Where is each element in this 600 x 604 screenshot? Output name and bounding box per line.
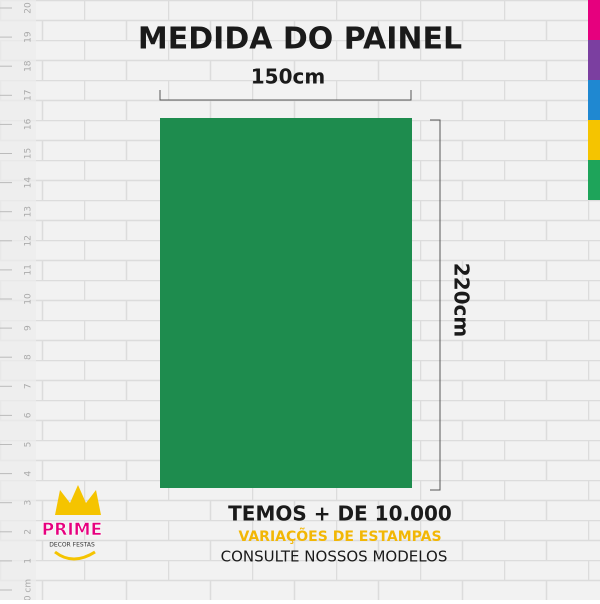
panel <box>160 118 412 488</box>
promo-line: VARIAÇÕES DE ESTAMPAS <box>238 527 441 545</box>
ruler-label: 17 <box>24 90 34 101</box>
promo-line: CONSULTE NOSSOS MODELOS <box>221 548 448 566</box>
ruler-label: 4 <box>24 470 34 476</box>
logo-smile <box>54 550 96 561</box>
ruler-label: 16 <box>24 118 34 130</box>
ruler-label: 13 <box>24 206 34 217</box>
width-line <box>159 90 412 101</box>
ruler <box>0 0 36 600</box>
promo-line: TEMOS + DE 10.000 <box>228 502 452 526</box>
ruler-label: 18 <box>24 60 34 72</box>
logo-tagline: DECOR FESTAS <box>49 542 95 549</box>
ruler-label: 15 <box>24 148 34 159</box>
stripe <box>588 40 600 80</box>
ruler-label: 1 <box>24 558 34 564</box>
ruler-label: 2 <box>24 529 34 535</box>
logo-crown <box>55 485 101 515</box>
width-label: 150cm <box>251 65 325 89</box>
ruler-label: 0 cm <box>24 579 34 600</box>
stripe <box>588 160 600 200</box>
ruler-label: 7 <box>24 383 34 389</box>
stripe <box>588 0 600 40</box>
ruler-label: 9 <box>24 325 34 331</box>
ruler-label: 12 <box>24 235 34 246</box>
height-line <box>430 119 441 491</box>
logo-name: PRIME <box>42 520 102 540</box>
ruler-label: 10 <box>24 293 34 305</box>
ruler-label: 11 <box>24 264 34 275</box>
height-label: 220cm <box>450 263 474 337</box>
ruler-label: 20 <box>24 2 34 14</box>
ruler-label: 6 <box>24 412 34 418</box>
stripe <box>588 80 600 120</box>
ruler-label: 8 <box>24 354 34 360</box>
ruler-label: 3 <box>24 500 34 506</box>
ruler-label: 14 <box>24 177 34 189</box>
ruler-label: 5 <box>24 442 34 448</box>
title: MEDIDA DO PAINEL <box>138 22 462 57</box>
ruler-label: 19 <box>24 31 34 43</box>
stripe <box>588 120 600 160</box>
